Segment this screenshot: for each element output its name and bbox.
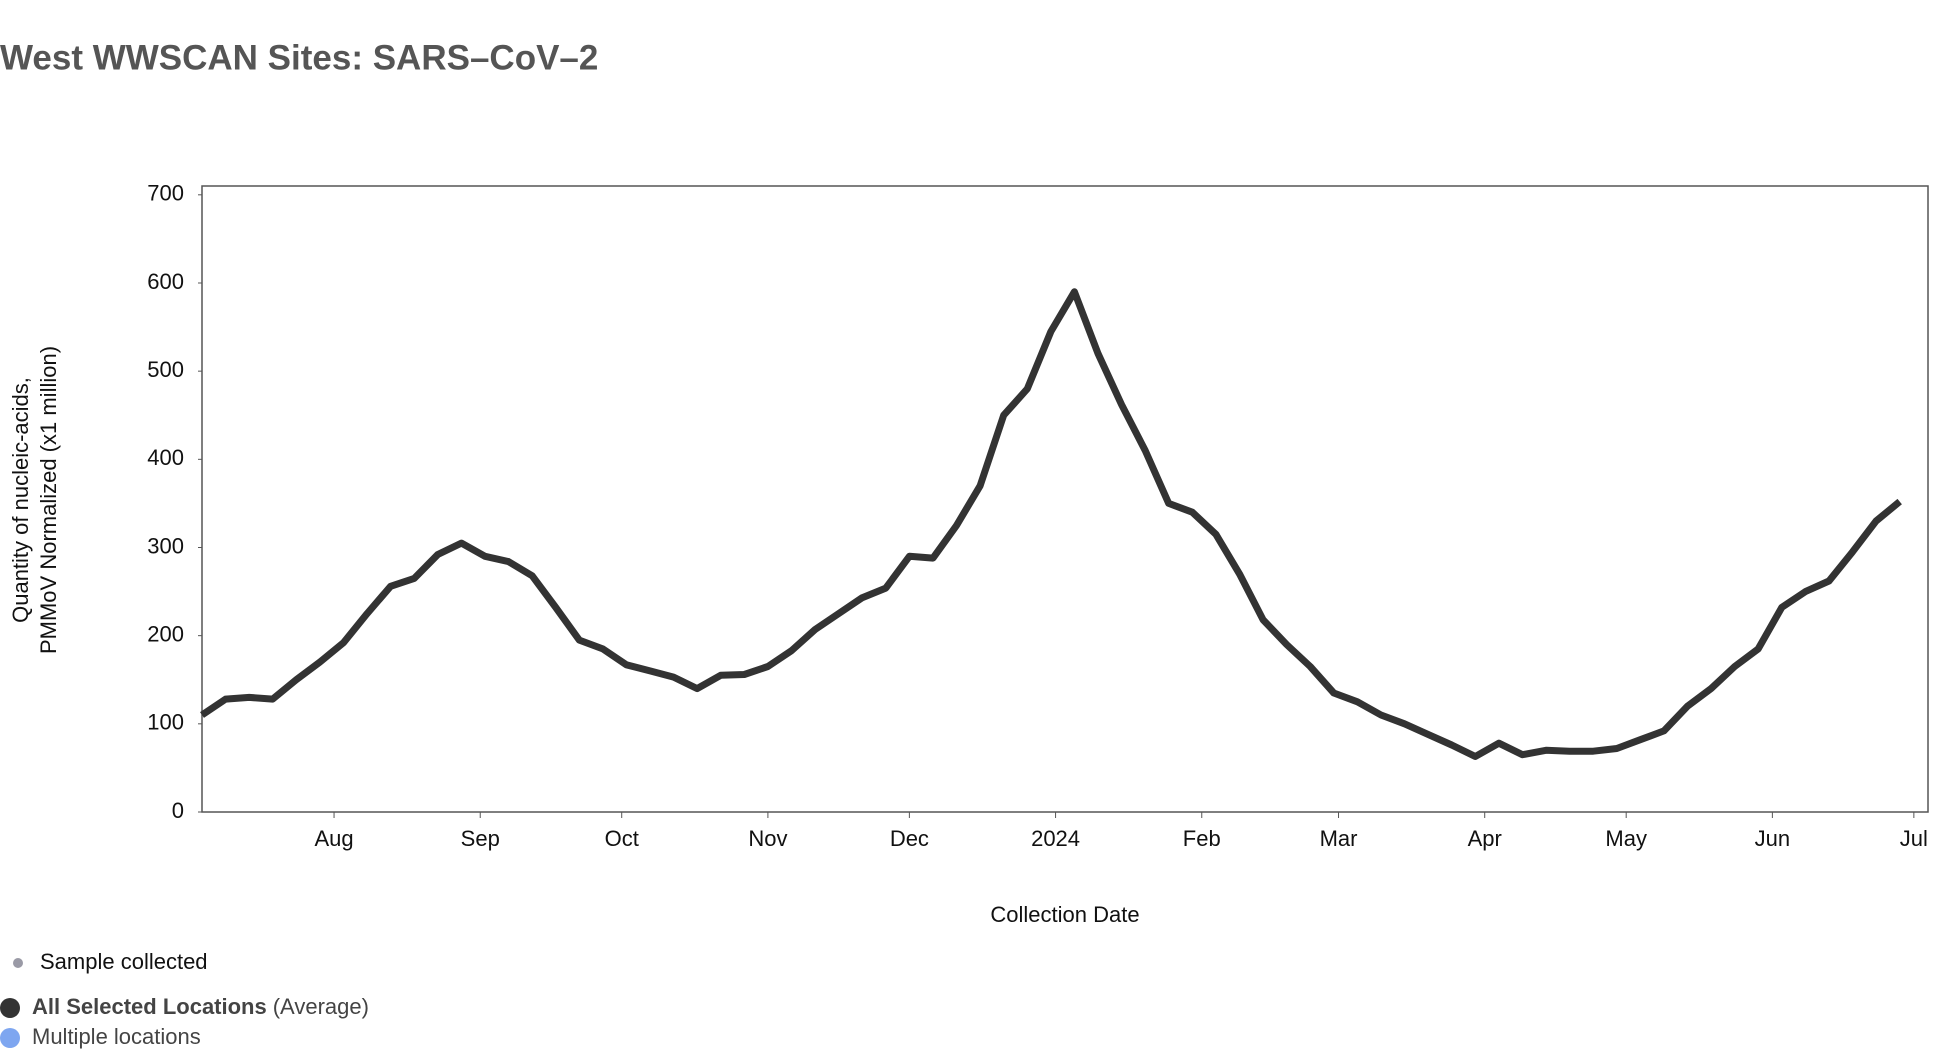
- x-tick-label: 2024: [1031, 826, 1080, 851]
- y-tick-label: 0: [172, 798, 184, 823]
- y-tick-label: 500: [147, 357, 184, 382]
- x-tick-label: Feb: [1183, 826, 1221, 851]
- x-axis-title: Collection Date: [990, 902, 1139, 927]
- x-tick-label: Oct: [605, 826, 639, 851]
- x-tick-label: May: [1605, 826, 1647, 851]
- y-axis-title: Quantity of nucleic-acids,: [8, 377, 33, 623]
- legend-label: Multiple locations: [32, 1024, 201, 1049]
- x-tick-label: Mar: [1320, 826, 1358, 851]
- x-tick-label: Jun: [1755, 826, 1790, 851]
- legend-note: (Average): [273, 994, 369, 1019]
- legend-marker: [0, 1028, 20, 1048]
- legend-label: All Selected Locations: [32, 994, 267, 1019]
- data-line: [200, 288, 1902, 760]
- y-axis-title: PMMoV Normalized (x1 million): [36, 346, 61, 654]
- y-tick-label: 300: [147, 533, 184, 558]
- legend-marker: [13, 958, 23, 968]
- x-tick-label: Apr: [1468, 826, 1502, 851]
- plot-frame: [201, 185, 1929, 813]
- y-tick-label: 400: [147, 445, 184, 470]
- chart-title: West WWSCAN Sites: SARS–CoV–2: [0, 38, 598, 77]
- legend-label: Sample collected: [40, 949, 208, 974]
- x-tick-label: Sep: [461, 826, 500, 851]
- x-tick-label: Jul: [1900, 826, 1928, 851]
- y-tick-label: 600: [147, 269, 184, 294]
- legend-marker: [0, 998, 20, 1018]
- x-tick-label: Nov: [748, 826, 787, 851]
- y-tick-label: 200: [147, 621, 184, 646]
- x-tick-label: Dec: [890, 826, 929, 851]
- y-tick-label: 100: [147, 710, 184, 735]
- x-tick-label: Aug: [314, 826, 353, 851]
- y-tick-label: 700: [147, 181, 184, 206]
